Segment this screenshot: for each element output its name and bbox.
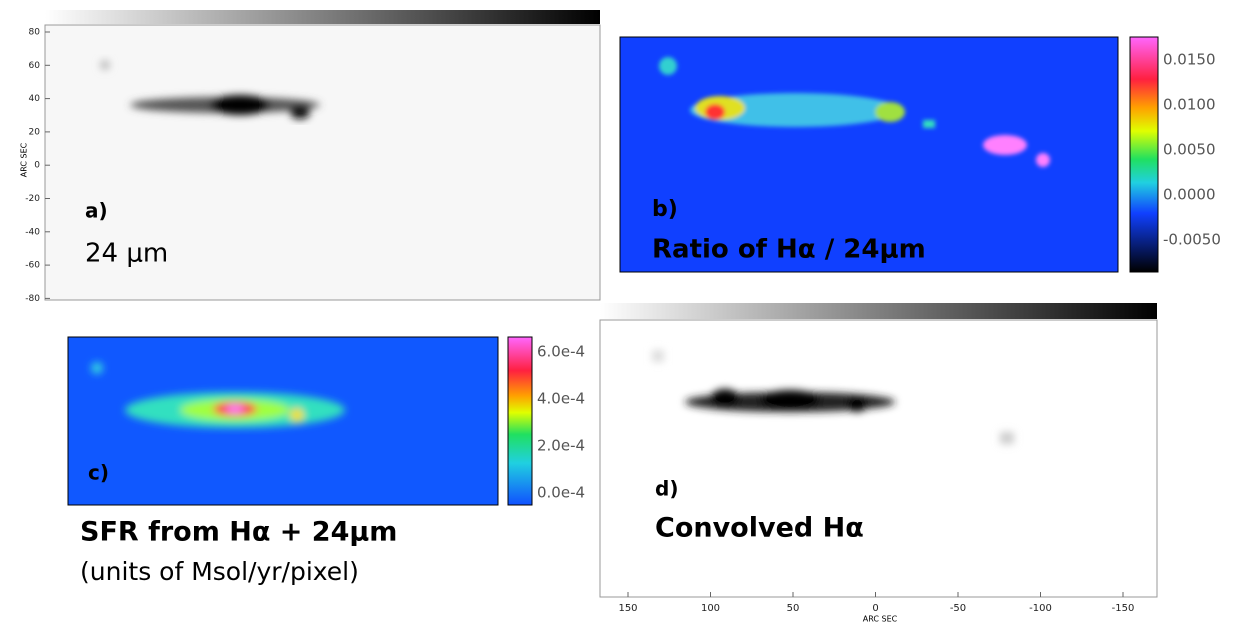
panel-letter: a) bbox=[85, 199, 108, 223]
axis-title: ARC SEC bbox=[20, 142, 29, 177]
y-tick-label: 80 bbox=[29, 28, 41, 38]
x-tick-label: 0 bbox=[872, 603, 878, 614]
image-frame bbox=[599, 319, 1158, 598]
y-tick-label: 60 bbox=[29, 61, 41, 71]
panel-a: ARC SEC a) 24 μm bbox=[20, 10, 601, 301]
colorbar-tick-label: 0.0050 bbox=[1163, 141, 1216, 159]
y-tick-label: 20 bbox=[29, 127, 41, 137]
y-tick-label: 0 bbox=[34, 161, 40, 171]
grayscale-bar bbox=[45, 10, 600, 24]
colorbar-tick-label: 0.0100 bbox=[1163, 96, 1216, 114]
panel-subcaption: (units of Msol/yr/pixel) bbox=[80, 557, 359, 586]
panel-caption: 24 μm bbox=[85, 239, 168, 269]
colorbar-tick-label: -0.0050 bbox=[1163, 231, 1221, 249]
image-frame bbox=[619, 36, 1119, 273]
axis-title: ARC SEC bbox=[863, 615, 898, 624]
x-tick-label: 150 bbox=[618, 603, 637, 614]
sfr-image bbox=[91, 362, 345, 428]
colorbar-tick-label: 2.0e-4 bbox=[537, 437, 585, 455]
halpha-image bbox=[652, 350, 1014, 444]
panel-letter: c) bbox=[88, 461, 109, 485]
panel-caption: Ratio of Hα / 24μm bbox=[652, 235, 926, 265]
ratio-image bbox=[659, 57, 1050, 167]
panel-c: c) SFR from Hα + 24μm (units of Msol/yr/… bbox=[67, 336, 533, 586]
x-tick-label: -50 bbox=[950, 603, 966, 614]
colorbar-tick-label: 0.0000 bbox=[1163, 186, 1216, 204]
x-tick-label: 100 bbox=[701, 603, 720, 614]
image-frame bbox=[44, 24, 601, 301]
y-tick-label: -40 bbox=[25, 227, 40, 237]
panel-letter: b) bbox=[652, 197, 678, 222]
panel-caption: SFR from Hα + 24μm bbox=[80, 517, 397, 548]
galaxy-image bbox=[100, 60, 320, 119]
colorbar-tick-label: 4.0e-4 bbox=[537, 390, 585, 408]
panel-d: d) Convolved Hα ARC SEC bbox=[599, 303, 1158, 624]
y-tick-label: -20 bbox=[25, 194, 40, 204]
x-tick-label: 50 bbox=[787, 603, 800, 614]
grayscale-bar bbox=[600, 303, 1157, 319]
panel-b: b) Ratio of Hα / 24μm bbox=[619, 36, 1159, 273]
colorbar-tick-label: 6.0e-4 bbox=[537, 343, 585, 361]
colorbar-tick-label: 0.0e-4 bbox=[537, 484, 585, 502]
colorbar bbox=[507, 336, 533, 506]
panel-caption: Convolved Hα bbox=[655, 513, 864, 544]
y-tick-label: -60 bbox=[25, 261, 40, 271]
y-tick-label: -80 bbox=[25, 294, 40, 304]
colorbar-tick-label: 0.0150 bbox=[1163, 51, 1216, 69]
x-tick-label: -150 bbox=[1112, 603, 1135, 614]
colorbar bbox=[1129, 36, 1159, 273]
y-tick-label: 40 bbox=[29, 94, 41, 104]
panel-letter: d) bbox=[655, 477, 678, 501]
x-tick-label: -100 bbox=[1029, 603, 1052, 614]
